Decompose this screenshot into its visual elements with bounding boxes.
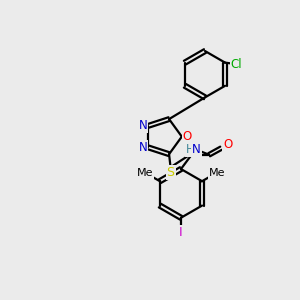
Text: O: O xyxy=(223,138,232,152)
Text: S: S xyxy=(167,166,175,179)
Text: Cl: Cl xyxy=(230,58,242,70)
Text: H: H xyxy=(185,143,194,156)
Text: Me: Me xyxy=(209,168,225,178)
Text: N: N xyxy=(139,141,148,154)
Text: I: I xyxy=(179,226,183,239)
Text: N: N xyxy=(192,143,201,156)
Text: Me: Me xyxy=(137,168,153,178)
Text: O: O xyxy=(182,130,192,143)
Text: N: N xyxy=(139,119,148,132)
